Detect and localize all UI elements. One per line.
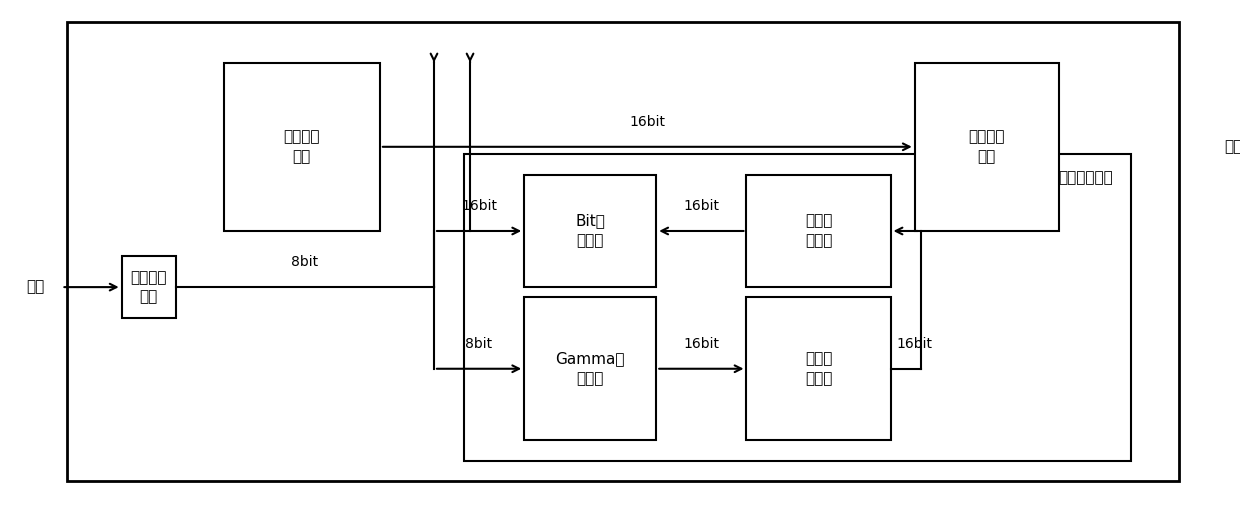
Bar [464,154,1131,461]
Text: 16bit: 16bit [683,199,719,213]
Text: 存储控制
模块: 存储控制 模块 [284,129,320,164]
Text: 8bit: 8bit [291,255,319,269]
Text: 其它校
正模块: 其它校 正模块 [805,213,832,248]
Text: 16bit: 16bit [461,199,497,213]
Text: 排线: 排线 [1225,140,1240,154]
Bar [915,63,1059,231]
Text: 16bit: 16bit [629,115,666,129]
Text: 16bit: 16bit [683,337,719,351]
Bar [525,298,656,440]
Text: 8bit: 8bit [465,337,492,351]
Text: 显示驱动
模块: 显示驱动 模块 [968,129,1004,164]
Bar [122,256,176,318]
Bar [746,175,890,287]
Bar [67,22,1179,481]
Bar [223,63,379,231]
Text: Gamma校
正模块: Gamma校 正模块 [556,351,625,386]
Text: 亮度校
正模块: 亮度校 正模块 [805,351,832,386]
Text: 数据接收
模块: 数据接收 模块 [130,270,167,305]
Bar [746,298,890,440]
Bar [525,175,656,287]
Text: 网线: 网线 [26,280,45,294]
Text: 16bit: 16bit [897,337,932,351]
Text: 数据转换模块: 数据转换模块 [1058,170,1114,185]
Text: Bit分
离模块: Bit分 离模块 [575,213,605,248]
